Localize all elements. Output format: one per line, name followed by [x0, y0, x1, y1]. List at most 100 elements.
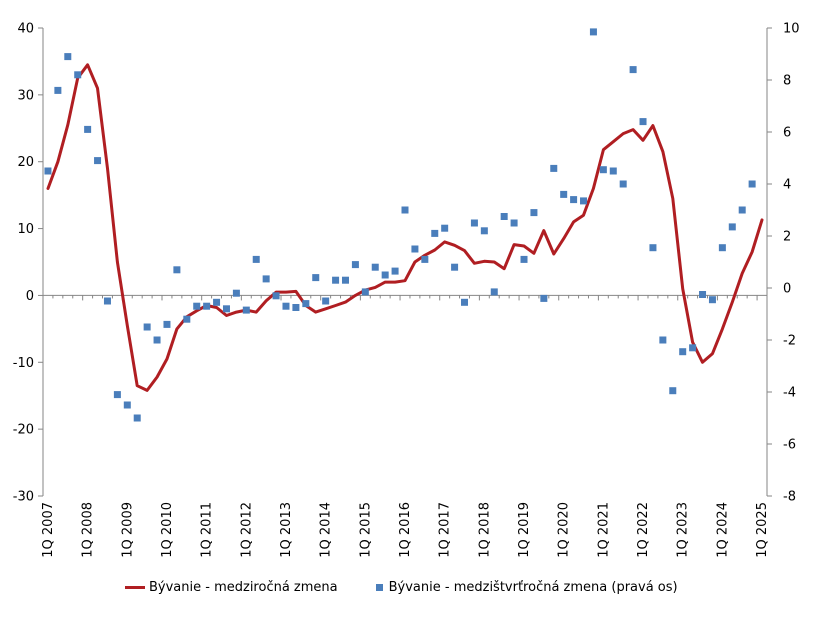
series-marker-qoq — [728, 223, 736, 231]
series-marker-qoq — [262, 275, 270, 283]
right-axis-tick-label: 8 — [783, 74, 791, 89]
series-marker-qoq — [461, 298, 469, 306]
series-marker-qoq — [480, 227, 488, 235]
series-marker-qoq — [738, 206, 746, 214]
left-axis-tick-label: 0 — [26, 289, 34, 304]
x-axis-tick-label: 1Q 2023 — [676, 502, 691, 558]
series-marker-qoq — [689, 344, 697, 352]
series-marker-qoq — [649, 244, 657, 252]
right-axis-tick-label: 2 — [783, 230, 791, 245]
left-axis-tick-label: -20 — [13, 423, 34, 438]
series-marker-qoq — [560, 190, 568, 198]
series-marker-qoq — [252, 255, 260, 263]
series-line-yoy — [46, 63, 764, 392]
right-axis-tick-label: -6 — [783, 438, 796, 453]
series-marker-qoq — [580, 197, 588, 205]
right-axis-tick-label: -4 — [783, 386, 796, 401]
series-marker-qoq — [54, 86, 62, 94]
series-marker-qoq — [242, 306, 250, 314]
x-axis-tick-label: 1Q 2021 — [596, 502, 611, 558]
series-marker-qoq — [599, 166, 607, 174]
x-axis-tick-label: 1Q 2012 — [239, 502, 254, 558]
series-marker-qoq — [163, 320, 171, 328]
series-marker-qoq — [203, 302, 211, 310]
x-axis-tick-label: 1Q 2015 — [358, 502, 373, 558]
series-marker-qoq — [361, 288, 369, 296]
right-axis-tick-label: -2 — [783, 334, 796, 349]
x-axis-tick-label: 1Q 2010 — [160, 502, 175, 558]
right-axis-tick-label: 6 — [783, 126, 791, 141]
x-axis-tick-label: 1Q 2014 — [319, 502, 334, 558]
series-marker-qoq — [44, 167, 52, 175]
x-axis-tick-label: 1Q 2024 — [715, 502, 730, 558]
series-marker-qoq — [272, 292, 280, 300]
left-axis-tick-label: -10 — [13, 356, 34, 371]
series-marker-qoq — [84, 125, 92, 133]
x-axis-tick-label: 1Q 2017 — [438, 502, 453, 558]
series-marker-qoq — [153, 336, 161, 344]
series-marker-qoq — [292, 304, 300, 311]
series-marker-qoq — [589, 28, 597, 36]
series-marker-qoq — [123, 401, 131, 409]
legend-label-markers: Bývanie - medzištvrťročná zmena (pravá o… — [388, 579, 678, 595]
series-marker-qoq — [74, 71, 82, 79]
x-axis-tick-label: 1Q 2007 — [41, 502, 56, 558]
marks-layer — [44, 28, 764, 422]
series-marker-qoq — [570, 196, 578, 204]
series-marker-qoq — [133, 414, 141, 422]
series-marker-qoq — [421, 255, 429, 263]
right-axis-tick-label: 10 — [783, 22, 800, 37]
x-axis-tick-label: 1Q 2025 — [755, 502, 770, 558]
series-marker-qoq — [401, 206, 409, 214]
x-axis-tick-label: 1Q 2009 — [120, 502, 135, 558]
right-axis-tick-label: 4 — [783, 178, 791, 193]
series-marker-qoq — [510, 219, 518, 227]
series-marker-qoq — [708, 296, 716, 304]
series-marker-qoq — [312, 274, 320, 282]
x-axis-tick-label: 1Q 2019 — [517, 502, 532, 558]
legend-marker-swatch — [375, 583, 383, 591]
series-marker-qoq — [183, 315, 191, 323]
legend-line-swatch — [125, 585, 145, 589]
series-marker-qoq — [530, 209, 538, 217]
legend-label-line: Bývanie - medziročná zmena — [149, 579, 338, 595]
series-marker-qoq — [679, 348, 687, 356]
series-marker-qoq — [302, 300, 310, 308]
x-axis-tick-label: 1Q 2016 — [398, 502, 413, 558]
series-marker-qoq — [173, 266, 181, 274]
x-axis-tick-label: 1Q 2022 — [636, 502, 651, 558]
right-axis-tick-label: -8 — [783, 490, 796, 505]
series-marker-qoq — [411, 245, 419, 253]
x-axis-tick-label: 1Q 2018 — [477, 502, 492, 558]
right-axis-tick-label: 0 — [783, 282, 791, 297]
series-marker-qoq — [232, 289, 240, 297]
x-axis-tick-label: 1Q 2011 — [200, 502, 215, 558]
left-axis-tick-label: 10 — [17, 222, 34, 237]
series-marker-qoq — [520, 255, 528, 263]
series-marker-qoq — [94, 157, 102, 165]
series-marker-qoq — [351, 261, 359, 269]
series-marker-qoq — [113, 391, 121, 399]
series-marker-qoq — [500, 213, 508, 220]
series-marker-qoq — [540, 294, 548, 302]
series-marker-qoq — [64, 53, 72, 61]
series-marker-qoq — [213, 298, 221, 306]
series-marker-qoq — [222, 305, 230, 313]
series-marker-qoq — [441, 224, 449, 232]
series-marker-qoq — [550, 164, 558, 172]
series-marker-qoq — [332, 276, 340, 284]
left-axis-tick-label: 20 — [17, 155, 34, 170]
x-axis-tick-label: 1Q 2008 — [81, 502, 96, 558]
series-marker-qoq — [103, 297, 111, 305]
series-marker-qoq — [282, 302, 290, 310]
series-marker-qoq — [609, 167, 617, 175]
legend-item-markers: Bývanie - medzištvrťročná zmena (pravá o… — [375, 579, 678, 595]
left-axis-tick-label: 30 — [17, 88, 34, 103]
series-marker-qoq — [381, 271, 389, 279]
series-marker-qoq — [699, 291, 707, 298]
series-marker-qoq — [718, 244, 726, 252]
series-marker-qoq — [748, 180, 756, 188]
series-marker-qoq — [143, 323, 151, 331]
